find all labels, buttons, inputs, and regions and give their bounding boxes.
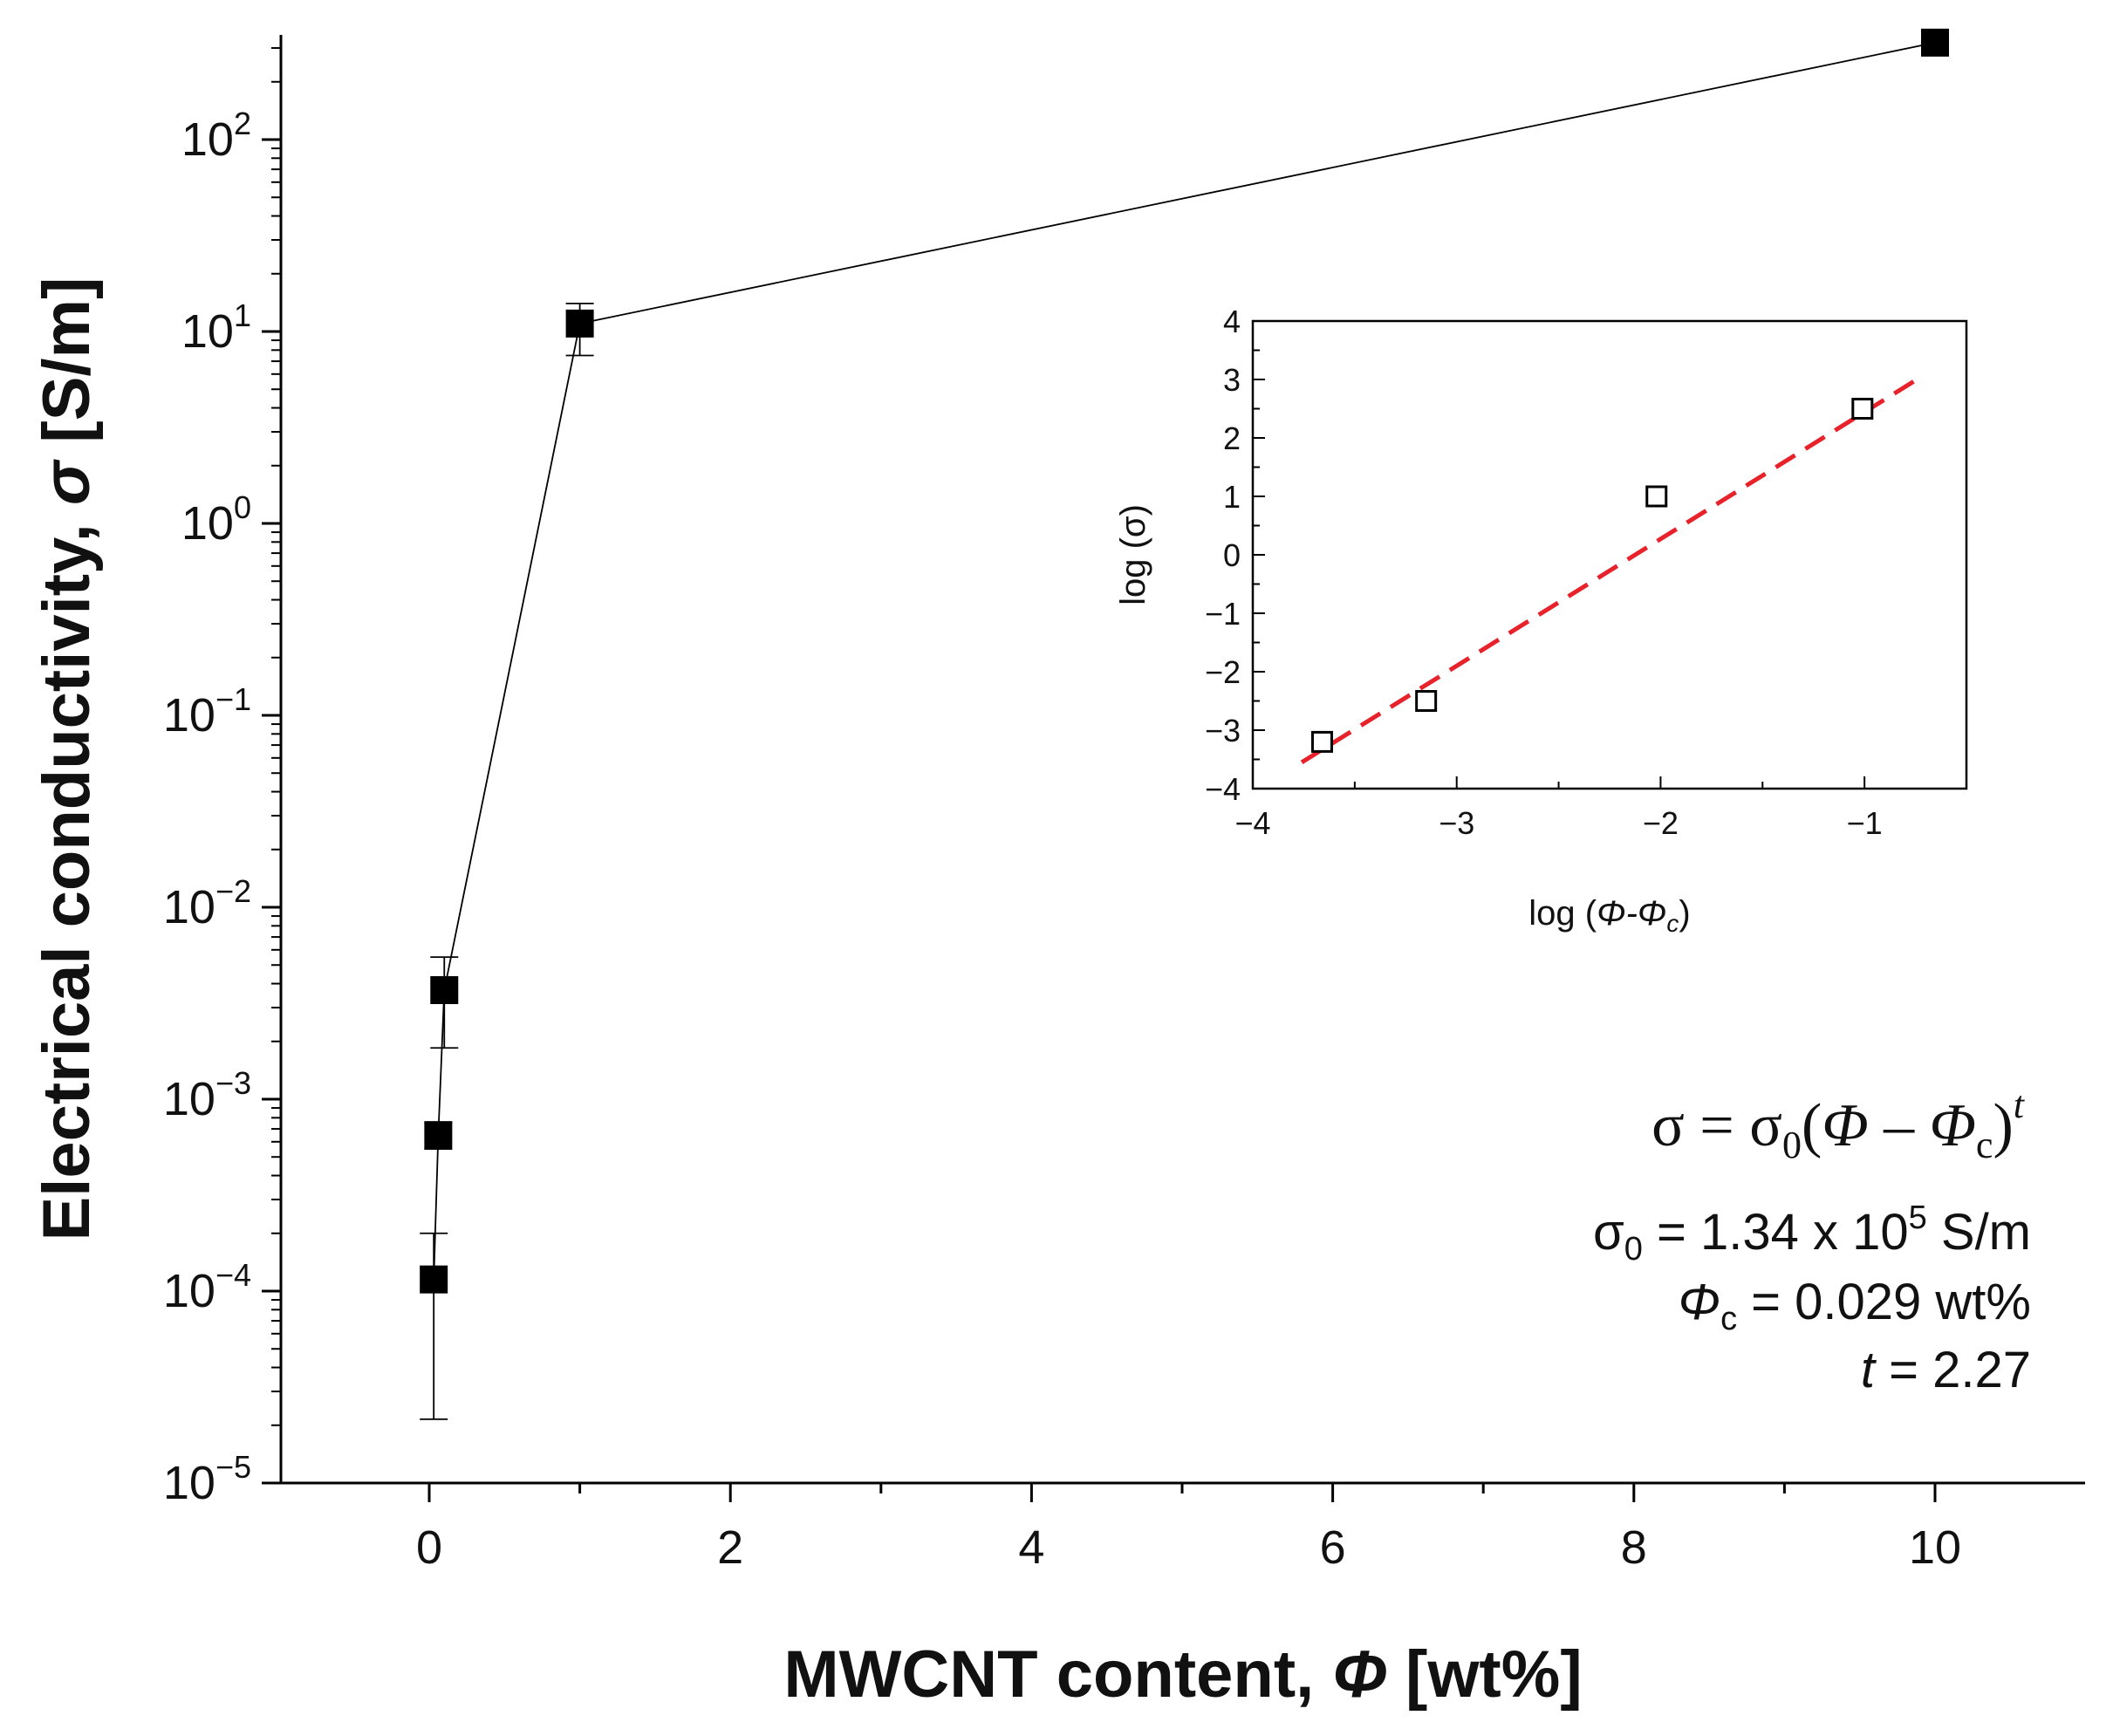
inset-y-tick-label: 3	[1223, 362, 1241, 398]
inset-series	[1300, 374, 1923, 764]
main-x-ticks: 0 2 4 6 8 10	[416, 1483, 1961, 1574]
main-y-ticks: 10−5 10−4 10−3 10−2 10−1 100 101 102	[163, 47, 281, 1509]
x-tick-label: 8	[1621, 1521, 1647, 1574]
inset-x-axis-title: log (Φ-Φc)	[1528, 894, 1690, 937]
data-point	[430, 975, 459, 1004]
inset-y-tick-label: −2	[1205, 654, 1241, 690]
inset-x-tick-label: −4	[1234, 805, 1270, 841]
x-tick-label: 2	[717, 1521, 743, 1574]
x-tick-label: 10	[1909, 1521, 1961, 1574]
inset-chart: −4 −3 −2 −1 −4 −3 −2 −1 0 1 2 3 4 log (Φ-Φc) log (σ…	[1114, 304, 1968, 937]
x-tick-label: 6	[1320, 1521, 1346, 1574]
inset-y-tick-label: −4	[1205, 771, 1241, 807]
main-y-axis-title: Electrical conductivity, σ [S/m]	[30, 277, 104, 1241]
data-point	[424, 1121, 453, 1150]
x-tick-label: 4	[1018, 1521, 1044, 1574]
inset-data-point	[1310, 730, 1333, 753]
x-tick-label: 0	[416, 1521, 442, 1574]
main-series	[420, 28, 1949, 1420]
y-tick-label: 10−5	[163, 1449, 251, 1509]
main-x-axis-title: MWCNT content, Φ [wt%]	[783, 1637, 1582, 1712]
y-tick-label: 101	[181, 297, 251, 358]
fit-annotations: σ = σ0(Φ – Φc)t σ0 = 1.34 x 105 S/m Φc =…	[1593, 1083, 2031, 1398]
y-tick-label: 10−4	[163, 1257, 251, 1317]
y-tick-label: 10−2	[163, 873, 251, 933]
inset-data-point	[1851, 398, 1874, 420]
inset-data-point	[1415, 690, 1438, 712]
y-tick-label: 10−3	[163, 1065, 251, 1125]
inset-x-tick-label: −2	[1643, 805, 1679, 841]
inset-y-tick-label: −3	[1205, 713, 1241, 748]
t-value: t = 2.27	[1861, 1342, 2031, 1398]
inset-data-point	[1645, 485, 1668, 508]
inset-y-tick-label: −1	[1205, 596, 1241, 632]
percolation-formula: σ = σ0(Φ – Φc)t	[1651, 1083, 2026, 1166]
data-point	[1921, 28, 1949, 57]
inset-y-axis-title: log (σ)	[1114, 504, 1152, 605]
inset-y-tick-label: 2	[1223, 420, 1241, 456]
inset-y-tick-label: 1	[1223, 479, 1241, 515]
inset-x-tick-label: −1	[1847, 805, 1883, 841]
inset-y-tick-label: 0	[1223, 537, 1241, 573]
phic-value: Φc = 0.029 wt%	[1679, 1274, 2031, 1337]
y-tick-label: 10−1	[163, 681, 251, 742]
y-tick-label: 102	[181, 106, 251, 166]
inset-frame	[1251, 319, 1968, 790]
data-point	[565, 309, 594, 338]
data-point	[420, 1265, 448, 1294]
inset-x-tick-label: −3	[1439, 805, 1474, 841]
y-tick-label: 100	[181, 489, 251, 550]
sigma0-value: σ0 = 1.34 x 105 S/m	[1593, 1199, 2031, 1268]
inset-y-ticks: −4 −3 −2 −1 0 1 2 3 4	[1205, 304, 1265, 807]
fit-line	[1300, 374, 1923, 764]
inset-x-ticks: −4 −3 −2 −1	[1234, 776, 1883, 841]
inset-y-tick-label: 4	[1223, 304, 1241, 339]
